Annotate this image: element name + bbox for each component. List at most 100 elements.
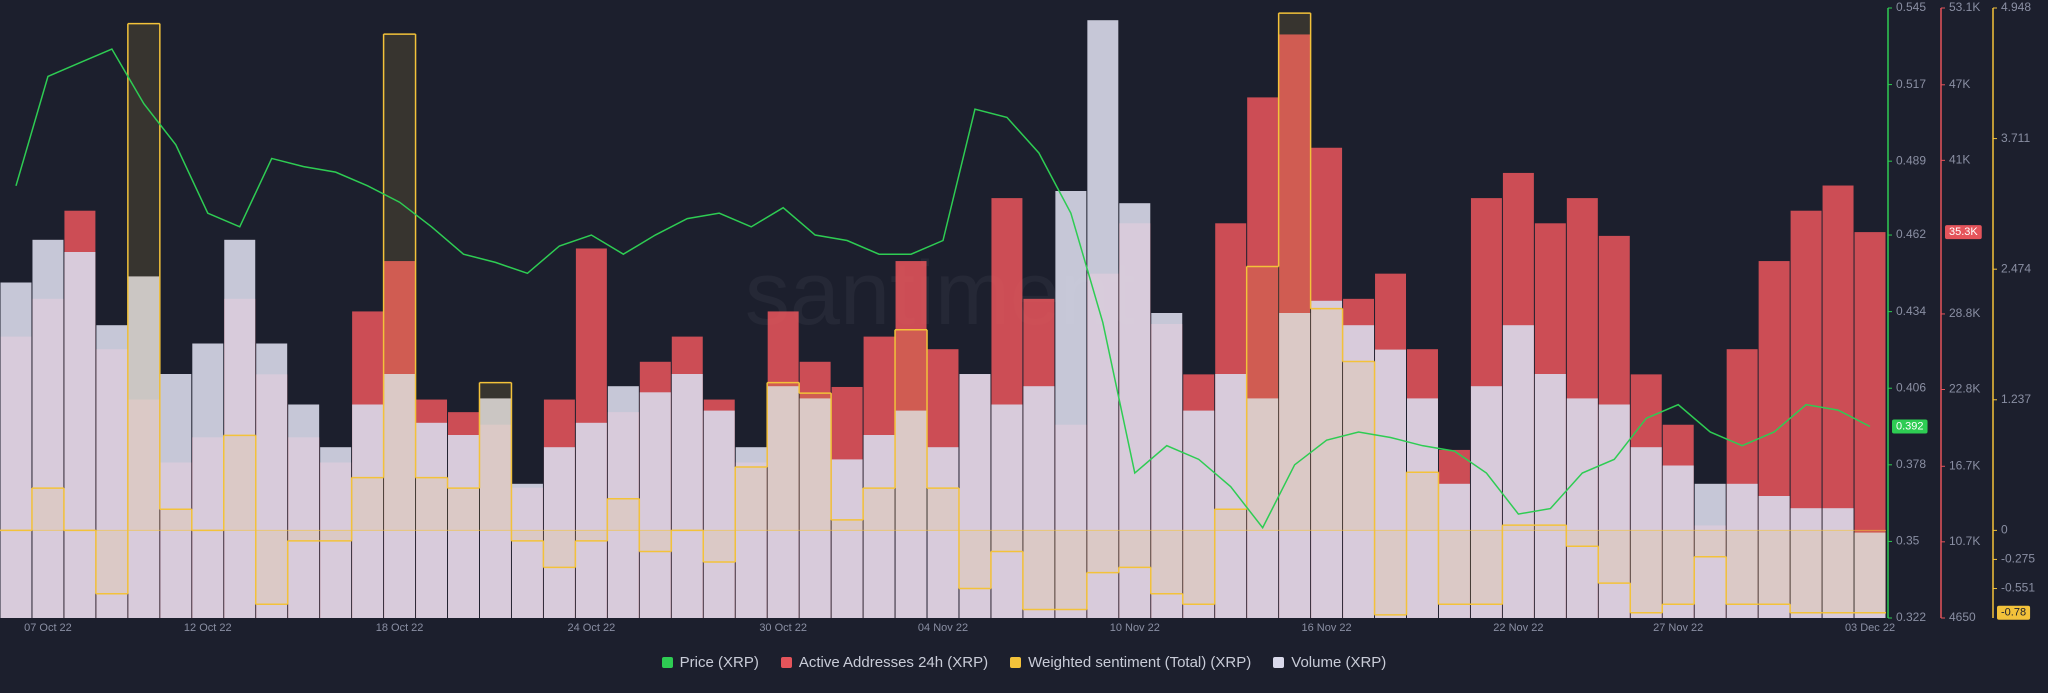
sentiment-area	[1406, 472, 1439, 531]
bar	[256, 343, 288, 618]
x-tick-label: 04 Nov 22	[918, 622, 968, 634]
sentiment-area	[735, 467, 768, 531]
sentiment-area	[479, 382, 512, 531]
sentiment-area	[543, 530, 576, 568]
legend-item[interactable]: Volume (XRP)	[1273, 654, 1386, 671]
bar	[1662, 465, 1694, 618]
bar	[607, 386, 639, 618]
sentiment-area	[895, 329, 928, 531]
y-tick-label: 3.711	[2001, 131, 2030, 145]
sentiment-area	[1534, 525, 1567, 531]
bar	[288, 404, 320, 618]
price-line	[15, 48, 1871, 530]
y-tick-label: 2.474	[2001, 261, 2031, 275]
y-tick-label: 0.406	[1896, 380, 1926, 394]
legend-swatch	[780, 657, 792, 668]
bar	[1598, 404, 1630, 618]
bar	[448, 435, 479, 618]
y-tick-label: 10.7K	[1949, 534, 1980, 548]
sentiment-area	[799, 393, 832, 531]
sentiment-area	[1374, 530, 1407, 615]
sentiment-area	[1246, 266, 1279, 531]
bar	[1790, 508, 1822, 618]
bar	[1438, 483, 1470, 618]
sentiment-area	[863, 488, 896, 531]
sentiment-area	[223, 435, 256, 531]
sentiment-area	[767, 382, 800, 531]
legend-label: Volume (XRP)	[1291, 654, 1387, 671]
bar	[128, 276, 160, 618]
x-tick-label: 10 Nov 22	[1110, 622, 1160, 634]
legend-swatch	[661, 657, 673, 668]
x-tick-label: 30 Oct 22	[759, 622, 807, 634]
bar	[703, 410, 735, 618]
bar	[1087, 20, 1119, 618]
bar	[1023, 386, 1055, 618]
bar	[320, 447, 352, 618]
legend: Price (XRP) Active Addresses 24h (XRP) Wei…	[0, 654, 2048, 671]
sentiment-area	[1054, 530, 1087, 610]
x-tick-label: 07 Oct 22	[24, 622, 72, 634]
bar	[895, 410, 927, 618]
legend-item[interactable]: Weighted sentiment (Total) (XRP)	[1010, 654, 1251, 671]
y-tick-label: 47K	[1949, 77, 1970, 91]
sentiment-area	[831, 519, 864, 531]
x-tick-label: 16 Nov 22	[1302, 622, 1352, 634]
bar	[1822, 508, 1854, 618]
sentiment-area	[1022, 530, 1055, 610]
legend-label: Active Addresses 24h (XRP)	[798, 654, 989, 671]
sentiment-area	[287, 530, 320, 541]
bar	[416, 422, 448, 618]
legend-item[interactable]: Price (XRP)	[661, 654, 759, 671]
y-tick-label: 41K	[1949, 153, 1970, 167]
bar	[96, 325, 128, 618]
current-value-bg	[1997, 605, 2031, 620]
bar	[64, 252, 96, 618]
bar	[1726, 483, 1758, 618]
chart: santiment 0.5450.5170.4890.4620.4340.406…	[0, 0, 2035, 634]
y-tick-label: 4650	[1949, 610, 1976, 624]
bar	[1151, 313, 1183, 618]
y-tick-label: 22.8K	[1949, 382, 1980, 396]
sentiment-area	[319, 530, 352, 541]
current-value-label: 35.3K	[1949, 226, 1978, 238]
bar	[511, 483, 543, 618]
sentiment-area	[1566, 530, 1599, 547]
bar	[0, 282, 32, 618]
bar	[1119, 203, 1151, 618]
sentiment-area	[1822, 530, 1855, 613]
sentiment-area	[639, 530, 672, 552]
legend-item[interactable]: Active Addresses 24h (XRP)	[780, 654, 989, 671]
current-value-bg	[1945, 225, 1982, 240]
bar	[160, 374, 192, 618]
bar	[32, 239, 64, 619]
x-tick-label: 18 Oct 22	[376, 622, 424, 634]
sentiment-area	[990, 530, 1023, 552]
sentiment-area	[1118, 530, 1151, 568]
sentiment-area	[127, 23, 160, 531]
x-tick-label: 24 Oct 22	[568, 622, 616, 634]
sentiment-area	[1854, 530, 1886, 613]
current-value-bg	[1892, 419, 1928, 434]
sentiment-area	[1630, 530, 1663, 613]
bar	[767, 386, 799, 618]
y-tick-label: 53.1K	[1949, 0, 1980, 14]
bar	[1343, 325, 1375, 618]
current-value-tag: -0.78	[1997, 605, 2031, 620]
sentiment-area	[1758, 530, 1791, 605]
sentiment-area	[958, 530, 991, 589]
bar	[352, 404, 384, 618]
sentiment-area	[415, 477, 448, 531]
bar	[543, 447, 575, 618]
sentiment-area	[1662, 530, 1695, 605]
bar	[959, 374, 991, 618]
bar	[1630, 447, 1662, 618]
x-tick-label: 27 Nov 22	[1653, 622, 1703, 634]
sentiment-area	[255, 530, 288, 605]
sentiment-area	[383, 34, 416, 531]
bar	[1758, 496, 1790, 618]
sentiment-area	[1726, 530, 1759, 605]
legend-label: Weighted sentiment (Total) (XRP)	[1028, 654, 1252, 671]
current-value-label: -0.78	[2001, 607, 2026, 619]
